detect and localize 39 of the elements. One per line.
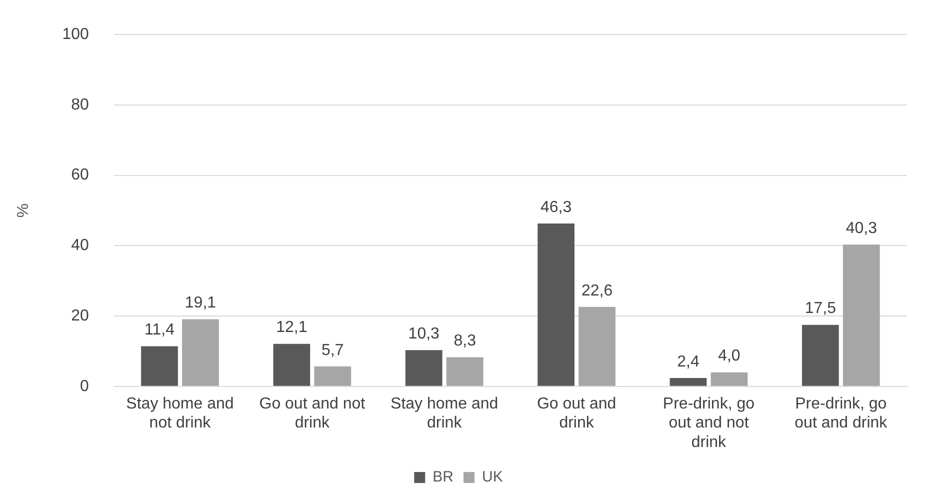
x-tick-label: Go out and drink: [536, 395, 616, 432]
y-tick-label: 100: [62, 26, 89, 44]
data-label: 46,3: [540, 198, 572, 216]
y-tick-label: 40: [71, 237, 89, 254]
x-tick-label: Pre-drink, go out and not drink: [662, 395, 755, 451]
bar: [273, 344, 310, 386]
bar: [538, 224, 574, 386]
data-label: 40,3: [846, 220, 878, 238]
bar: [802, 324, 839, 386]
data-label: 8,3: [454, 332, 476, 350]
data-label: 11,4: [144, 322, 175, 339]
data-label: 4,0: [718, 348, 740, 365]
x-tick-label: Pre-drink, go out and drink: [794, 395, 888, 432]
x-tick-label: Stay home and not drink: [126, 395, 234, 432]
data-label: 17,5: [804, 300, 836, 318]
x-tick-label: Go out and not drink: [259, 395, 366, 432]
data-label: 19,1: [184, 294, 216, 312]
y-tick-label: 20: [71, 307, 89, 324]
bar: [578, 306, 616, 386]
y-tick-label: 0: [80, 378, 89, 395]
legend-label: UK: [482, 468, 503, 486]
bar: [670, 378, 707, 386]
bar: [710, 372, 748, 386]
data-label: 2,4: [677, 353, 700, 370]
bar: [314, 366, 352, 386]
y-tick-label: 80: [71, 96, 89, 114]
data-label: 5,7: [322, 342, 344, 359]
data-label: 10,3: [408, 326, 440, 343]
bar: [405, 350, 442, 386]
legend-label: BR: [432, 468, 454, 486]
data-label: 22,6: [581, 282, 613, 300]
bar: [182, 319, 219, 386]
x-tick-label: Stay home and drink: [390, 395, 498, 432]
data-label: 12,1: [276, 319, 308, 336]
bar: [842, 244, 880, 386]
y-tick-label: 60: [71, 166, 89, 184]
y-axis-title: %: [15, 203, 32, 218]
bar: [446, 357, 484, 386]
bar: [141, 346, 178, 386]
